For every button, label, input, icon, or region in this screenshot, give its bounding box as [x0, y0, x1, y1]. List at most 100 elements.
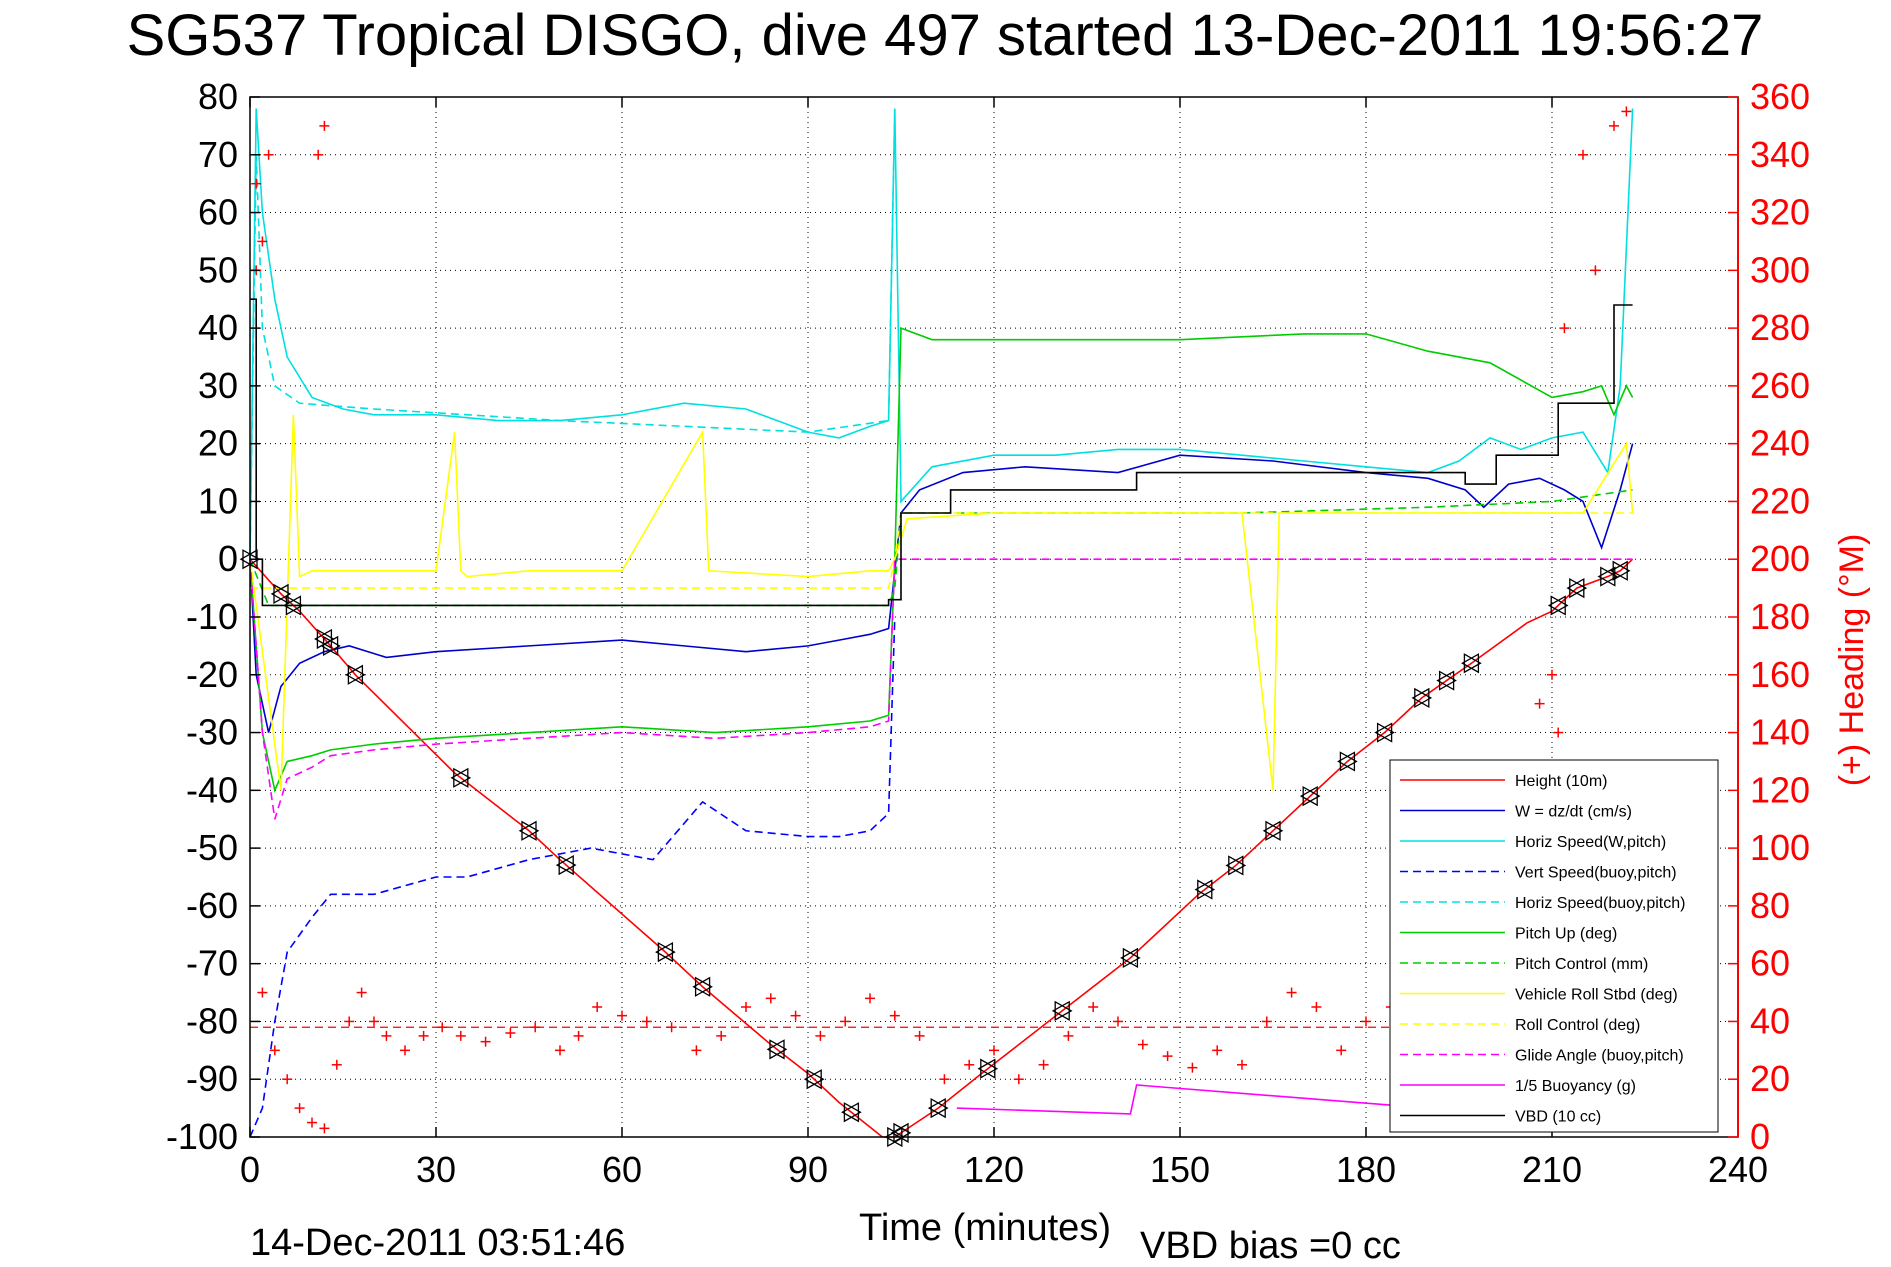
dive-marker [1436, 670, 1457, 691]
heading-point [1063, 1030, 1074, 1041]
heading-point [1609, 120, 1619, 131]
heading-point [437, 1022, 448, 1033]
heading-point [263, 149, 274, 160]
legend-entry: Horiz Speed(buoy,pitch) [1400, 895, 1685, 912]
series-line-7 [249, 489, 1633, 607]
y2-tick-label: 200 [1750, 538, 1810, 579]
dive-marker [270, 583, 292, 605]
dive-marker [1225, 855, 1247, 876]
y-tick-label: 0 [218, 538, 238, 579]
y2-tick-label: 260 [1750, 365, 1810, 406]
y2-tick-label: 40 [1750, 1000, 1790, 1041]
heading-point [1336, 1045, 1347, 1056]
dive-marker [692, 976, 713, 997]
y-tick-label: -100 [166, 1116, 238, 1157]
footer-vbd-bias: VBD bias =0 cc [1140, 1225, 1401, 1262]
legend-label: Roll Control (deg) [1515, 1017, 1640, 1034]
chart-title: SG537 Tropical DISGO, dive 497 started 1… [127, 3, 1764, 68]
heading-point [400, 1045, 410, 1056]
heading-point [319, 1123, 330, 1134]
dive-marker [1411, 687, 1433, 709]
heading-point [1137, 1039, 1148, 1050]
x-tick-label: 60 [602, 1149, 642, 1190]
heading-point [840, 1016, 851, 1027]
heading-point [356, 987, 367, 998]
heading-point [251, 178, 262, 189]
x-tick-label: 240 [1708, 1149, 1768, 1190]
legend-entry: Roll Control (deg) [1400, 1017, 1640, 1034]
heading-point [555, 1045, 565, 1056]
heading-point [1187, 1062, 1198, 1073]
x-tick-label: 30 [416, 1149, 456, 1190]
dive-marker [1461, 653, 1482, 674]
dive-marker [1299, 785, 1321, 807]
series-line-6 [249, 326, 1634, 793]
heading-point [914, 1030, 925, 1041]
legend-entry: Horiz Speed(W,pitch) [1400, 834, 1666, 851]
heading-point [573, 1030, 584, 1041]
legend-label: Vehicle Roll Stbd (deg) [1515, 987, 1678, 1004]
legend-entry: Pitch Control (mm) [1400, 956, 1648, 973]
y2-tick-label: 340 [1750, 134, 1810, 175]
dive-marker [1374, 722, 1395, 743]
y2-tick-label: 80 [1750, 885, 1790, 926]
y-tick-label: 40 [198, 307, 238, 348]
heading-point [865, 993, 875, 1004]
heading-point [1361, 1016, 1371, 1027]
legend-entry: 1/5 Buoyancy (g) [1400, 1078, 1636, 1095]
y2-tick-label: 140 [1750, 712, 1810, 753]
heading-point [1590, 265, 1601, 276]
heading-point [939, 1074, 950, 1085]
y2-tick-label: 320 [1750, 192, 1810, 233]
dive-marker [1597, 566, 1619, 587]
heading-point [505, 1028, 516, 1038]
y-tick-label: -90 [186, 1058, 238, 1099]
legend-label: Glide Angle (buoy,pitch) [1515, 1048, 1684, 1065]
legend-entry: VBD (10 cc) [1400, 1109, 1601, 1126]
dive-marker [1262, 820, 1284, 841]
series-line-3 [249, 108, 1634, 560]
heading-point [716, 1030, 727, 1041]
heading-point [989, 1045, 999, 1056]
y-tick-label: 50 [198, 249, 238, 290]
y2-tick-label: 0 [1750, 1116, 1770, 1157]
heading-point [592, 1002, 603, 1012]
heading-point [1237, 1059, 1247, 1070]
y2-tick-label: 100 [1750, 827, 1810, 868]
y-tick-label: 60 [198, 192, 238, 233]
y-tick-label: -50 [186, 827, 238, 868]
axis-layer: 0 30 60 90 120 150 180 210 240-100-90-80-70-60-5… [166, 76, 1810, 1190]
heading-point [1559, 323, 1570, 334]
dive-marker [555, 854, 577, 876]
y2-tick-label: 160 [1750, 654, 1810, 695]
legend-label: Horiz Speed(W,pitch) [1515, 834, 1666, 851]
dive-marker [766, 1039, 788, 1060]
legend-entry: Vehicle Roll Stbd (deg) [1400, 987, 1678, 1004]
x-tick-label: 0 [240, 1149, 260, 1190]
legend-label: Horiz Speed(buoy,pitch) [1515, 895, 1685, 912]
heading-point [617, 1010, 627, 1021]
heading-point [1553, 727, 1564, 738]
x-axis-label: Time (minutes) [859, 1207, 1111, 1249]
x-tick-label: 150 [1150, 1149, 1210, 1190]
dive-marker [841, 1102, 862, 1123]
footer-date: 14-Dec-2011 03:51:46 [250, 1222, 625, 1262]
legend-label: Pitch Up (deg) [1515, 926, 1617, 943]
dive-marker [655, 941, 676, 963]
y2-tick-label: 240 [1750, 423, 1810, 464]
heading-point [313, 149, 324, 160]
dive-marker [1051, 1000, 1073, 1021]
heading-point [1088, 1002, 1099, 1012]
dive-marker [977, 1058, 999, 1079]
dive-marker [1547, 595, 1569, 616]
heading-point [1038, 1059, 1049, 1070]
heading-point [269, 1045, 280, 1056]
heading-point [889, 1010, 900, 1021]
heading-point [1534, 698, 1545, 709]
dive-marker [1120, 947, 1141, 969]
y-tick-label: 70 [198, 134, 238, 175]
dive-marker [450, 767, 472, 788]
y-tick-label: 20 [198, 423, 238, 464]
heading-point [344, 1016, 355, 1027]
